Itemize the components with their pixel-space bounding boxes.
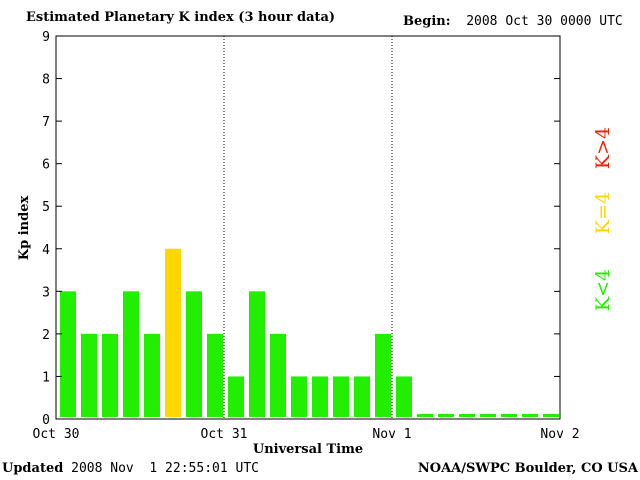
y-tick-label: 1	[42, 370, 50, 385]
kp-bar	[207, 333, 223, 417]
x-tick-label: Nov 2	[540, 427, 579, 442]
kp-bar	[417, 414, 433, 417]
chart-title: Estimated Planetary K index (3 hour data…	[26, 10, 336, 25]
y-tick-label: 3	[42, 285, 50, 300]
legend-item: K>4	[592, 127, 614, 169]
kp-bar	[396, 376, 412, 417]
kp-bar	[354, 376, 370, 417]
y-tick-label: 7	[42, 115, 50, 130]
x-tick-label: Nov 1	[372, 427, 411, 442]
updated-value: 2008 Nov 1 22:55:01 UTC	[71, 461, 259, 476]
legend-item: K<4	[592, 269, 614, 311]
y-tick-label: 9	[42, 30, 50, 45]
kp-bar	[459, 414, 475, 417]
kp-bar	[501, 414, 517, 417]
x-axis-title: Universal Time	[253, 442, 363, 457]
x-tick-label: Oct 31	[201, 427, 248, 442]
kp-bar	[186, 291, 202, 417]
y-axis-title: Kp index	[17, 196, 32, 261]
y-tick-label: 5	[42, 200, 50, 215]
data-source: NOAA/SWPC Boulder, CO USA	[417, 461, 638, 476]
kp-bar	[81, 333, 97, 417]
x-tick-label: Oct 30	[33, 427, 80, 442]
kp-bar	[375, 333, 391, 417]
kp-bar	[165, 248, 181, 417]
legend-item: K=4	[592, 192, 614, 234]
y-tick-label: 4	[42, 243, 50, 258]
kp-bar	[291, 376, 307, 417]
plot-area	[55, 35, 561, 420]
kp-bar	[102, 333, 118, 417]
y-tick-label: 2	[42, 328, 50, 343]
begin-value: 2008 Oct 30 0000 UTC	[466, 14, 623, 29]
y-tick-label: 6	[42, 158, 50, 173]
kp-bar	[333, 376, 349, 417]
y-tick-label: 8	[42, 73, 50, 88]
updated-label: Updated	[2, 461, 64, 476]
kp-bar	[522, 414, 538, 417]
begin-label: Begin:	[403, 14, 451, 29]
kp-bar	[480, 414, 496, 417]
y-tick-label: 0	[42, 413, 50, 428]
kp-bar	[438, 414, 454, 417]
kp-bar	[60, 291, 76, 417]
kp-bar	[228, 376, 244, 417]
kp-bar	[270, 333, 286, 417]
kp-bar	[144, 333, 160, 417]
updated-timestamp: Updated 2008 Nov 1 22:55:01 UTC	[2, 461, 259, 476]
kp-bar	[312, 376, 328, 417]
kp-bar	[123, 291, 139, 417]
begin-timestamp: Begin: 2008 Oct 30 0000 UTC	[403, 14, 623, 29]
kp-bar	[249, 291, 265, 417]
kp-bar	[543, 414, 559, 417]
